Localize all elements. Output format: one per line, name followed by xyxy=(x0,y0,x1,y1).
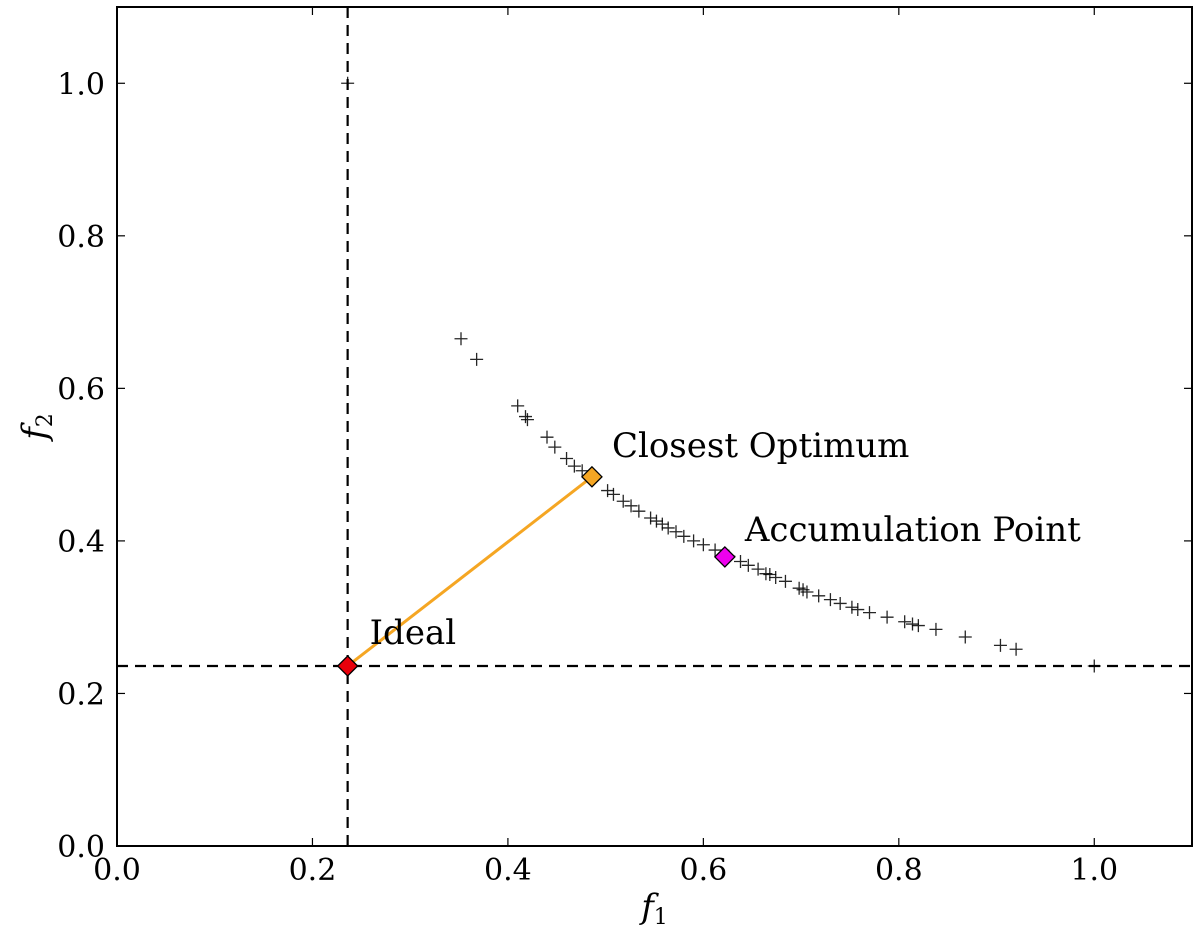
scatter-point xyxy=(1009,642,1023,656)
scatter-point xyxy=(601,484,615,498)
y-axis-title: f2 xyxy=(15,413,58,443)
x-tick-label: 0.4 xyxy=(484,853,532,888)
x-tick-label: 0.8 xyxy=(875,853,923,888)
y-axis-title-sub: 2 xyxy=(33,413,58,427)
scatter-point xyxy=(520,413,534,427)
scatter-point xyxy=(649,514,663,528)
scatter-point xyxy=(823,593,837,607)
plot-marks: Ideal Closest Optimum Accumulation Point xyxy=(117,7,1192,846)
scatter-point xyxy=(644,511,658,525)
scatter-point xyxy=(898,615,912,629)
scatter-point xyxy=(616,494,630,508)
scatter-point xyxy=(470,352,484,366)
x-tick-label: 0.2 xyxy=(289,853,337,888)
scatter-point xyxy=(751,562,765,576)
scatter-point xyxy=(511,399,525,413)
ideal-to-optimum-line xyxy=(346,475,593,668)
scatter-point xyxy=(655,517,669,531)
scatter-point xyxy=(669,525,683,539)
x-axis: 0.0 0.2 0.4 0.6 0.8 1.0 xyxy=(93,7,1118,888)
closest-optimum-label: Closest Optimum xyxy=(612,426,909,466)
scatter-point xyxy=(567,459,581,473)
scatter-point xyxy=(958,630,972,644)
scatter-point xyxy=(993,638,1007,652)
scatter-point xyxy=(560,452,574,466)
x-tick-label: 1.0 xyxy=(1070,853,1118,888)
scatter-point xyxy=(906,617,919,631)
scatter-point xyxy=(800,585,814,599)
scatter-point xyxy=(833,596,847,610)
y-tick-label: 0.0 xyxy=(57,830,105,865)
scatter-point xyxy=(929,622,943,636)
accumulation-point-label: Accumulation Point xyxy=(744,510,1081,550)
scatter-point xyxy=(863,606,876,620)
scatter-point xyxy=(454,332,468,346)
x-tick-label: 0.0 xyxy=(93,853,141,888)
scatter-point xyxy=(548,440,562,454)
scatter-point xyxy=(812,589,826,603)
accumulation-point-marker xyxy=(713,546,736,568)
y-axis: 0.0 0.2 0.4 0.6 0.8 1.0 xyxy=(57,67,1192,865)
x-axis-title-sub: 1 xyxy=(654,905,668,930)
y-tick-label: 0.6 xyxy=(57,372,105,407)
scatter-point xyxy=(632,504,646,518)
y-tick-label: 1.0 xyxy=(57,67,105,102)
plot-frame xyxy=(116,6,1193,847)
scatter-point xyxy=(769,571,783,585)
scatter-point xyxy=(851,603,865,617)
scatter-point xyxy=(661,521,675,535)
x-axis-title: f1 xyxy=(638,887,668,930)
scatter-point xyxy=(1087,659,1101,673)
scatter-point xyxy=(540,430,554,444)
scatter-point xyxy=(911,619,925,633)
scatter-point xyxy=(845,600,859,614)
y-tick-label: 0.8 xyxy=(57,220,105,255)
closest-optimum-marker xyxy=(581,465,603,488)
scatter-point xyxy=(696,538,710,552)
scatter-point xyxy=(880,610,894,624)
scatter-point xyxy=(606,487,620,501)
ideal-label: Ideal xyxy=(370,613,456,653)
ideal-marker xyxy=(336,655,359,677)
x-tick-label: 0.6 xyxy=(680,853,728,888)
scatter-point xyxy=(624,499,638,513)
scatter-point xyxy=(734,555,747,569)
scatter-point xyxy=(687,534,701,548)
scatter-point xyxy=(341,76,355,90)
scatter-point xyxy=(708,543,722,557)
scatter-point xyxy=(575,464,589,478)
scatter-point xyxy=(519,410,532,424)
scatter-point xyxy=(677,529,691,543)
y-tick-label: 0.2 xyxy=(57,677,105,712)
scatter-point xyxy=(778,574,792,588)
y-tick-label: 0.4 xyxy=(57,525,105,560)
scatter-point xyxy=(741,558,755,572)
scatter-point xyxy=(763,567,777,581)
